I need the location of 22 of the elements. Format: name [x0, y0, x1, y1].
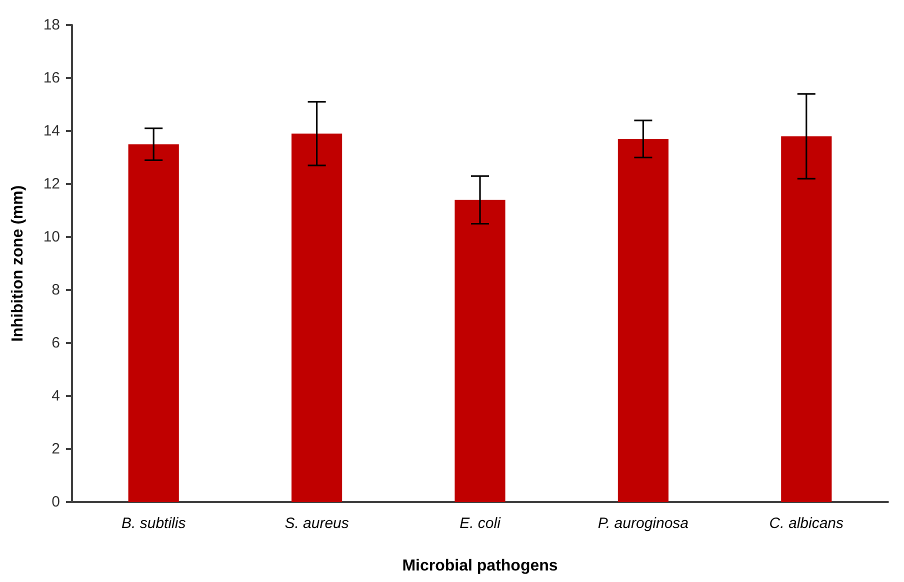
- y-tick-label: 8: [52, 282, 60, 298]
- y-tick-label: 6: [52, 334, 60, 352]
- y-tick-label: 12: [43, 176, 60, 192]
- x-tick-label: S. aureus: [284, 515, 350, 532]
- y-tick-label: 16: [43, 70, 60, 86]
- y-tick-label: 18: [43, 16, 60, 34]
- x-tick-label: P. auroginosa: [598, 515, 689, 532]
- y-axis-title: Inhibition zone (mm): [10, 185, 26, 342]
- y-tick-label: 4: [52, 388, 60, 404]
- bar: [292, 134, 342, 502]
- x-tick-label: B. subtilis: [122, 515, 186, 532]
- x-tick-label: C. albicans: [769, 515, 844, 532]
- bar: [128, 144, 179, 502]
- y-tick-label: 14: [43, 122, 60, 140]
- x-tick-label: E. coli: [460, 515, 502, 532]
- y-tick-label: 0: [52, 494, 60, 510]
- x-axis-title: Microbial pathogens: [402, 558, 558, 574]
- y-tick-label: 10: [43, 228, 60, 246]
- bar: [618, 138, 668, 502]
- y-tick-label: 2: [52, 440, 60, 458]
- bar: [781, 136, 832, 502]
- bar: [454, 200, 506, 502]
